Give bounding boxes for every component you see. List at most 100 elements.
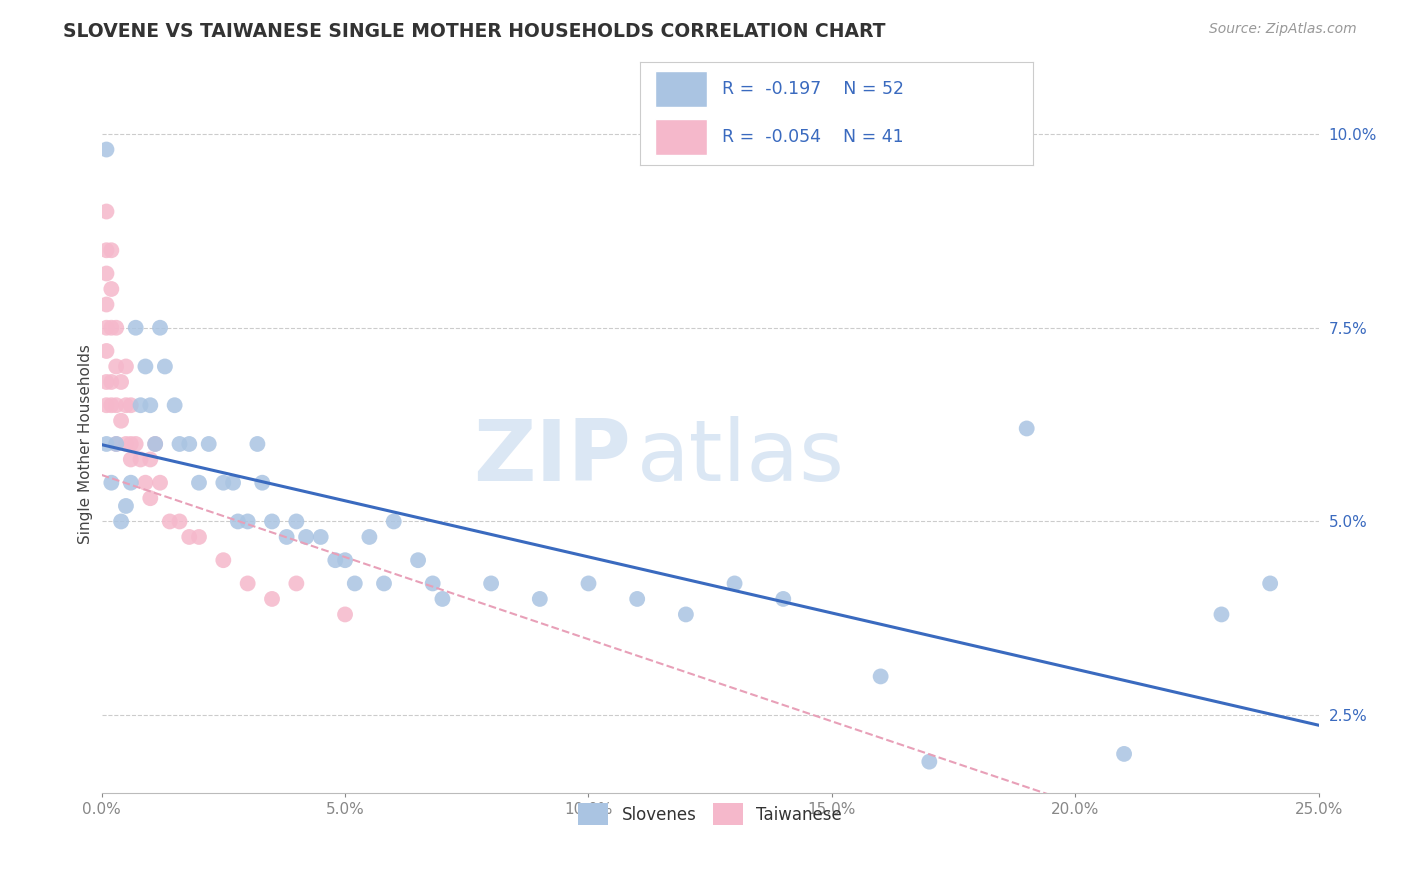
Point: [212, 553, 235, 567]
Point: [139, 398, 162, 412]
Point: [115, 437, 138, 451]
Point: [143, 437, 166, 451]
Point: [100, 244, 122, 258]
Point: [100, 282, 122, 296]
Point: [236, 515, 259, 529]
Point: [1015, 421, 1038, 435]
Text: Source: ZipAtlas.com: Source: ZipAtlas.com: [1209, 22, 1357, 37]
Point: [129, 452, 152, 467]
Point: [153, 359, 176, 374]
Point: [295, 530, 318, 544]
Point: [105, 320, 128, 334]
Point: [159, 515, 181, 529]
Point: [105, 437, 128, 451]
Point: [236, 576, 259, 591]
Point: [422, 576, 444, 591]
Point: [120, 452, 142, 467]
Point: [100, 375, 122, 389]
Point: [222, 475, 245, 490]
Point: [115, 499, 138, 513]
Point: [96, 244, 118, 258]
Point: [134, 359, 156, 374]
Point: [100, 475, 122, 490]
Point: [1112, 747, 1135, 761]
Point: [110, 375, 132, 389]
Point: [529, 591, 551, 606]
Point: [246, 437, 269, 451]
Point: [323, 553, 346, 567]
Point: [343, 576, 366, 591]
Point: [100, 320, 122, 334]
Point: [96, 398, 118, 412]
Point: [96, 297, 118, 311]
Point: [333, 607, 356, 622]
Point: [252, 475, 274, 490]
Y-axis label: Single Mother Households: Single Mother Households: [79, 344, 93, 544]
Point: [120, 437, 142, 451]
Point: [675, 607, 697, 622]
Point: [163, 398, 186, 412]
Point: [188, 475, 211, 490]
Point: [169, 437, 191, 451]
Point: [309, 530, 332, 544]
Point: [226, 515, 249, 529]
Point: [406, 553, 429, 567]
Point: [197, 437, 219, 451]
Bar: [655, 119, 707, 155]
Point: [626, 591, 648, 606]
Point: [188, 530, 211, 544]
Point: [96, 320, 118, 334]
Point: [96, 343, 118, 358]
Text: atlas: atlas: [637, 417, 845, 500]
Point: [96, 375, 118, 389]
Point: [285, 576, 308, 591]
Point: [276, 530, 298, 544]
Point: [169, 515, 191, 529]
Point: [110, 414, 132, 428]
Point: [432, 591, 454, 606]
Point: [578, 576, 600, 591]
Point: [110, 515, 132, 529]
Point: [918, 755, 941, 769]
Point: [120, 475, 142, 490]
Point: [149, 475, 172, 490]
Point: [1211, 607, 1233, 622]
Point: [723, 576, 745, 591]
Point: [105, 398, 128, 412]
Text: SLOVENE VS TAIWANESE SINGLE MOTHER HOUSEHOLDS CORRELATION CHART: SLOVENE VS TAIWANESE SINGLE MOTHER HOUSE…: [63, 22, 886, 41]
Point: [260, 591, 283, 606]
Point: [179, 437, 201, 451]
Point: [149, 320, 172, 334]
Point: [285, 515, 308, 529]
Point: [212, 475, 235, 490]
Bar: [655, 70, 707, 106]
Point: [120, 398, 142, 412]
Point: [125, 320, 148, 334]
Point: [772, 591, 794, 606]
Point: [359, 530, 381, 544]
Point: [105, 359, 128, 374]
Point: [869, 669, 891, 683]
Text: ZIP: ZIP: [474, 417, 631, 500]
Point: [479, 576, 502, 591]
Point: [96, 143, 118, 157]
Point: [373, 576, 395, 591]
Point: [179, 530, 201, 544]
Point: [382, 515, 405, 529]
Point: [143, 437, 166, 451]
Text: R =  -0.197    N = 52: R = -0.197 N = 52: [723, 79, 904, 97]
Point: [96, 437, 118, 451]
Point: [105, 437, 128, 451]
Point: [134, 475, 156, 490]
Legend: Slovenes, Taiwanese: Slovenes, Taiwanese: [569, 795, 851, 833]
Point: [139, 452, 162, 467]
Point: [96, 204, 118, 219]
Point: [115, 359, 138, 374]
Point: [125, 437, 148, 451]
Point: [333, 553, 356, 567]
Point: [139, 491, 162, 506]
Point: [96, 267, 118, 281]
Point: [260, 515, 283, 529]
Point: [1258, 576, 1281, 591]
Text: R =  -0.054    N = 41: R = -0.054 N = 41: [723, 128, 904, 145]
